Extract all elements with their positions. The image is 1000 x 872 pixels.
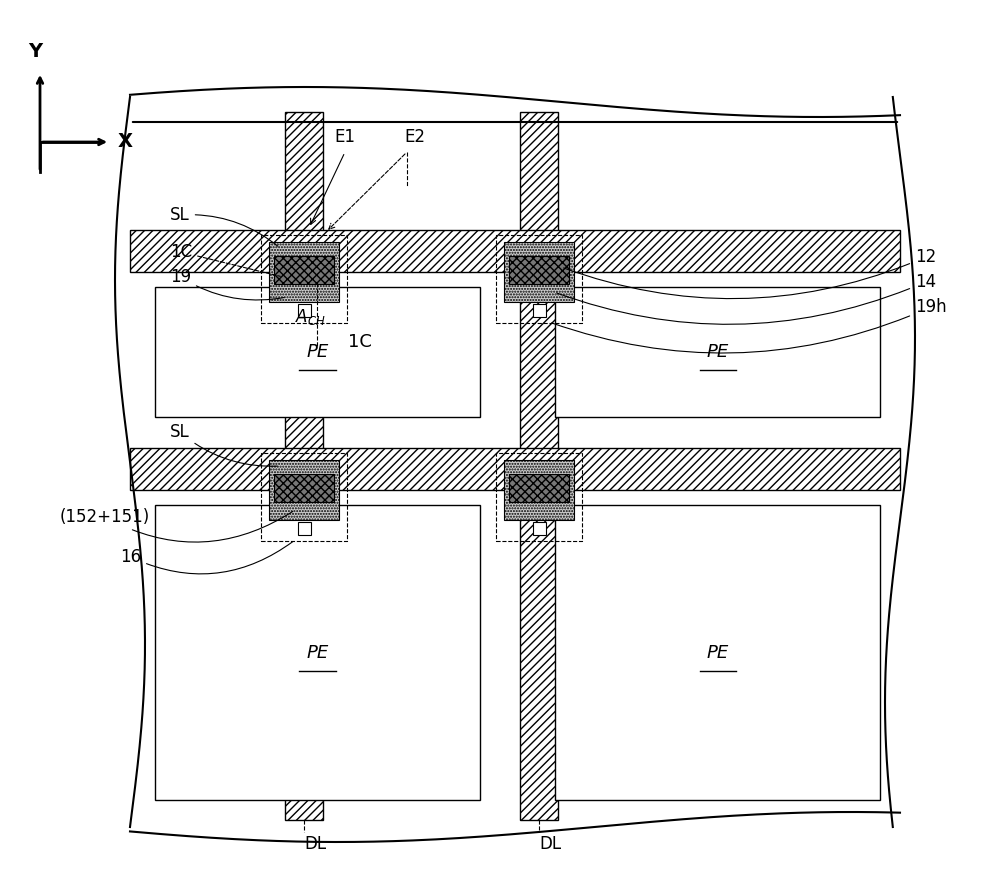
Text: $A_{CH}$: $A_{CH}$ xyxy=(295,307,325,327)
Text: X: X xyxy=(118,132,132,151)
Text: Y: Y xyxy=(28,42,42,61)
Text: 19: 19 xyxy=(170,268,284,300)
Text: 12: 12 xyxy=(564,248,936,298)
Bar xyxy=(509,256,569,284)
Bar xyxy=(261,235,347,323)
Bar xyxy=(269,460,339,520)
Text: PE: PE xyxy=(706,343,729,361)
Text: 19h: 19h xyxy=(552,298,947,353)
Bar xyxy=(496,453,582,541)
Bar xyxy=(269,242,339,302)
Bar xyxy=(298,304,310,317)
Text: 1C: 1C xyxy=(170,243,280,276)
Bar xyxy=(285,112,323,820)
Bar xyxy=(496,235,582,323)
Bar xyxy=(298,522,310,535)
Text: PE: PE xyxy=(706,644,729,662)
Bar xyxy=(504,460,574,520)
Text: PE: PE xyxy=(306,343,329,361)
Bar xyxy=(155,505,480,800)
Text: DL: DL xyxy=(304,835,326,853)
Bar xyxy=(155,287,480,417)
Text: PE: PE xyxy=(306,644,329,662)
Text: E2: E2 xyxy=(405,128,426,146)
Text: E1: E1 xyxy=(334,128,356,146)
Bar xyxy=(509,474,569,502)
Bar xyxy=(261,453,347,541)
Bar xyxy=(274,474,334,502)
Bar xyxy=(520,112,558,820)
Bar xyxy=(555,287,880,417)
Text: 14: 14 xyxy=(557,273,936,324)
Text: (152+151): (152+151) xyxy=(60,508,293,542)
Bar xyxy=(555,505,880,800)
Text: SL: SL xyxy=(170,423,277,467)
Text: 1C: 1C xyxy=(348,333,372,351)
Bar xyxy=(532,522,546,535)
Text: 16: 16 xyxy=(120,542,293,574)
Text: DL: DL xyxy=(539,835,561,853)
Bar xyxy=(532,304,546,317)
Bar xyxy=(504,242,574,302)
Bar xyxy=(130,230,900,272)
Bar xyxy=(274,256,334,284)
Bar xyxy=(130,448,900,490)
Text: SL: SL xyxy=(170,206,278,246)
